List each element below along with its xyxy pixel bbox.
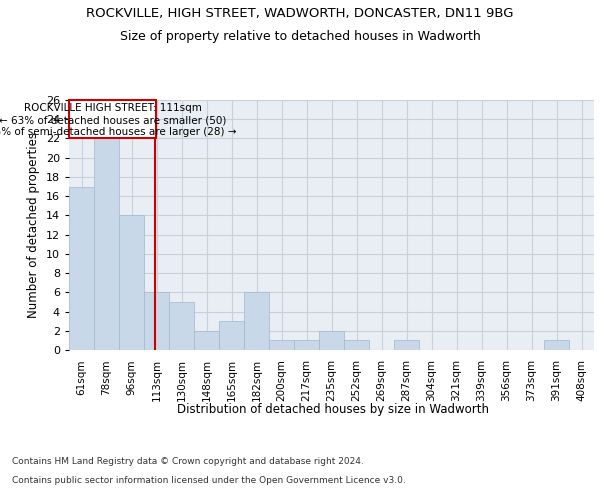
Bar xyxy=(294,340,319,350)
Bar xyxy=(219,321,244,350)
Text: Distribution of detached houses by size in Wadworth: Distribution of detached houses by size … xyxy=(177,402,489,415)
Text: ← 63% of detached houses are smaller (50): ← 63% of detached houses are smaller (50… xyxy=(0,115,226,125)
Bar xyxy=(544,340,569,350)
Bar xyxy=(119,216,144,350)
Text: Contains public sector information licensed under the Open Government Licence v3: Contains public sector information licen… xyxy=(12,476,406,485)
Bar xyxy=(69,186,94,350)
Text: 35% of semi-detached houses are larger (28) →: 35% of semi-detached houses are larger (… xyxy=(0,128,237,138)
Text: ROCKVILLE HIGH STREET: 111sqm: ROCKVILLE HIGH STREET: 111sqm xyxy=(24,103,202,113)
Bar xyxy=(194,331,219,350)
Text: ROCKVILLE, HIGH STREET, WADWORTH, DONCASTER, DN11 9BG: ROCKVILLE, HIGH STREET, WADWORTH, DONCAS… xyxy=(86,8,514,20)
Bar xyxy=(244,292,269,350)
Bar xyxy=(94,138,119,350)
Bar xyxy=(144,292,169,350)
Bar xyxy=(269,340,294,350)
Bar xyxy=(344,340,369,350)
Bar xyxy=(169,302,194,350)
Y-axis label: Number of detached properties: Number of detached properties xyxy=(27,132,40,318)
Bar xyxy=(319,331,344,350)
Text: Size of property relative to detached houses in Wadworth: Size of property relative to detached ho… xyxy=(119,30,481,43)
Text: Contains HM Land Registry data © Crown copyright and database right 2024.: Contains HM Land Registry data © Crown c… xyxy=(12,458,364,466)
Bar xyxy=(394,340,419,350)
FancyBboxPatch shape xyxy=(69,100,156,138)
